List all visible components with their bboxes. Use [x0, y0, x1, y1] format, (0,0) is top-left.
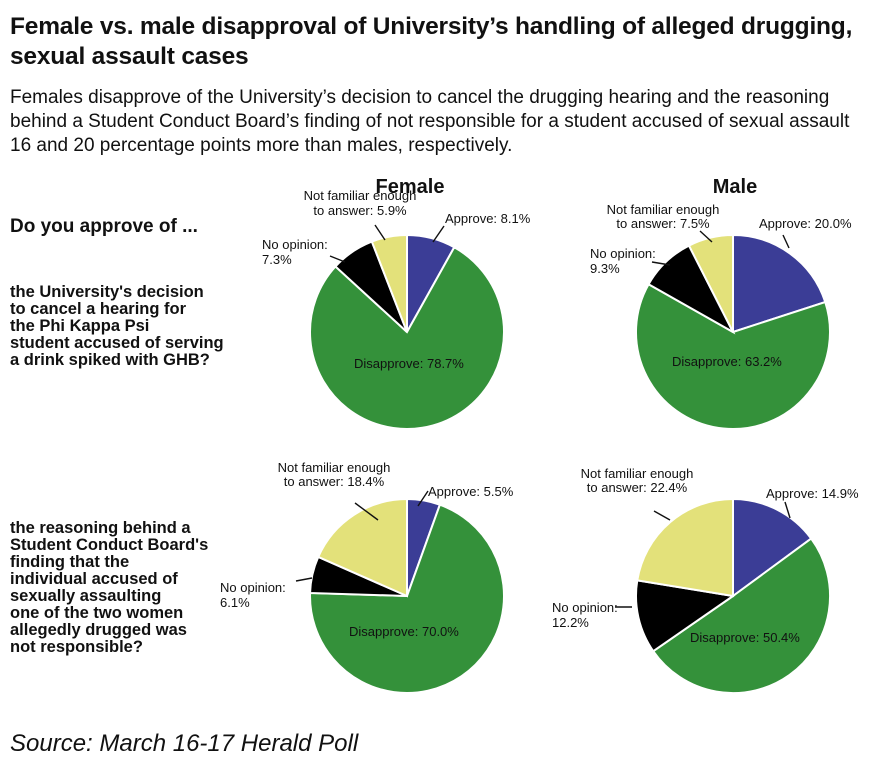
data-label-no_opinion-male-q1: No opinion:	[590, 246, 656, 261]
question-1-text: the University's decision to cancel a he…	[10, 283, 224, 369]
pie-slice-approve-male-q2	[732, 497, 813, 598]
data-value-not_familiar-male-q1: to answer: 7.5%	[616, 216, 710, 231]
leader-line-not_familiar-male-q2	[653, 510, 671, 521]
data-label-disapprove-female-q1: Disapprove: 78.7%	[354, 356, 464, 371]
data-value-no_opinion-female-q2: 6.1%	[220, 595, 250, 610]
data-label-disapprove-male-q1: Disapprove: 63.2%	[672, 354, 782, 369]
data-value-not_familiar-female-q2: to answer: 18.4%	[284, 474, 385, 489]
data-value-no_opinion-female-q1: 7.3%	[262, 252, 292, 267]
pie-slice-disapprove-female-q2	[309, 503, 505, 694]
pie-slice-disapprove-female-q1	[309, 245, 505, 430]
pie-slice-approve-male-q1	[732, 233, 827, 334]
column-header-male: Male	[712, 176, 758, 198]
data-label-no_opinion-male-q2: No opinion:	[552, 600, 618, 615]
pie-slice-no_opinion-male-q2	[635, 579, 736, 653]
source-note: Source: March 16-17 Herald Poll	[10, 730, 359, 757]
data-label-no_opinion-female-q1: No opinion:	[262, 237, 328, 252]
leader-line-approve-female-q2	[417, 490, 429, 507]
leader-line-not_familiar-female-q2	[354, 502, 379, 521]
data-label-approve-female-q1: Approve: 8.1%	[445, 211, 531, 226]
data-label-disapprove-male-q2: Disapprove: 50.4%	[690, 630, 800, 645]
leader-line-approve-female-q1	[432, 225, 445, 243]
pie-slice-disapprove-male-q1	[635, 282, 831, 430]
data-label-not_familiar-male-q2: Not familiar enough	[581, 466, 694, 481]
column-header-female: Female	[375, 176, 445, 198]
leader-line-not_familiar-male-q1	[699, 230, 713, 243]
data-label-not_familiar-female-q1: Not familiar enough	[304, 188, 417, 203]
data-label-not_familiar-male-q1: Not familiar enough	[607, 202, 720, 217]
chart-title: Female vs. male disapproval of Universit…	[10, 13, 853, 70]
data-label-not_familiar-female-q2: Not familiar enough	[278, 460, 391, 475]
leader-line-approve-male-q1	[782, 234, 790, 249]
data-label-approve-female-q2: Approve: 5.5%	[428, 484, 514, 499]
leader-line-no_opinion-female-q2	[295, 577, 313, 582]
data-value-no_opinion-male-q1: 9.3%	[590, 261, 620, 276]
pie-slice-not_familiar-female-q1	[370, 233, 408, 333]
data-value-no_opinion-male-q2: 12.2%	[552, 615, 589, 630]
data-value-not_familiar-female-q1: to answer: 5.9%	[313, 203, 407, 218]
question-2-text: the reasoning behind a Student Conduct B…	[10, 519, 209, 656]
data-label-no_opinion-female-q2: No opinion:	[220, 580, 286, 595]
leader-line-no_opinion-male-q1	[651, 261, 671, 266]
leader-line-not_familiar-female-q1	[374, 224, 386, 241]
data-label-disapprove-female-q2: Disapprove: 70.0%	[349, 624, 459, 639]
pie-slice-not_familiar-male-q2	[636, 497, 734, 598]
leader-line-approve-male-q2	[784, 501, 791, 519]
pie-slice-not_familiar-female-q2	[316, 497, 408, 598]
data-label-approve-male-q1: Approve: 20.0%	[759, 216, 852, 231]
data-value-not_familiar-male-q2: to answer: 22.4%	[587, 480, 688, 495]
pie-slice-disapprove-male-q2	[651, 537, 832, 695]
pie-slice-not_familiar-male-q1	[687, 233, 734, 333]
data-label-approve-male-q2: Approve: 14.9%	[766, 486, 859, 501]
question-prompt: Do you approve of ...	[10, 216, 198, 237]
chart-subtitle: Females disapprove of the University’s d…	[10, 87, 850, 156]
leader-line-no_opinion-female-q1	[329, 255, 346, 263]
